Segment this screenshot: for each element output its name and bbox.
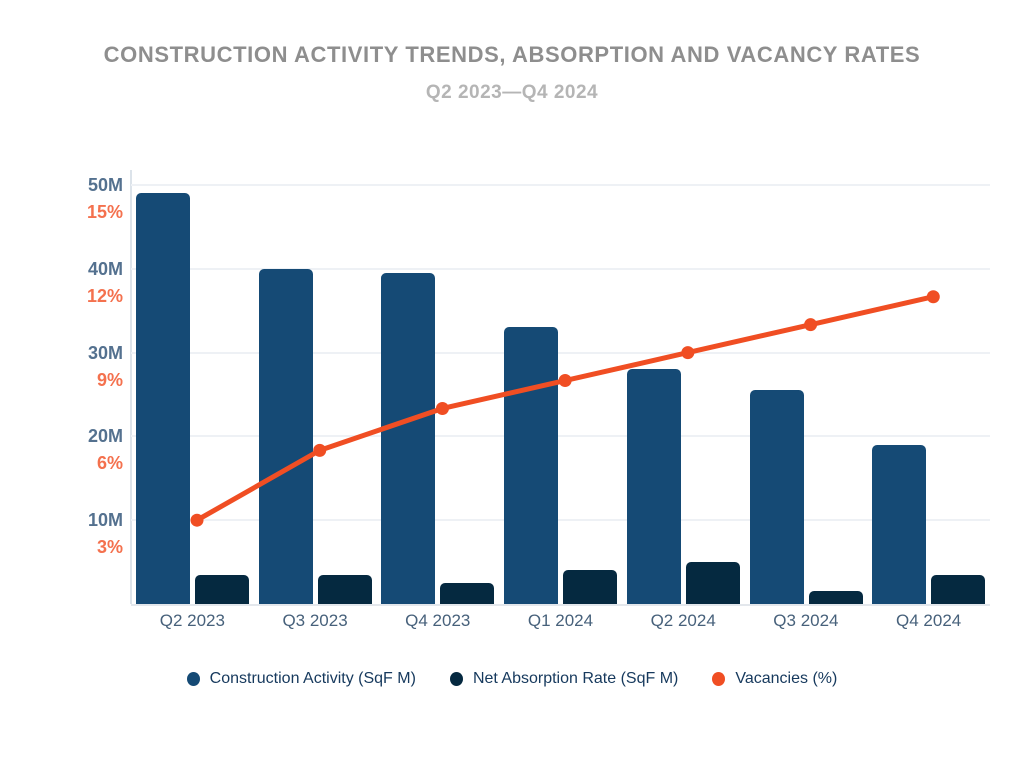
- y-axis-tick-pct: 12%: [86, 285, 123, 306]
- vacancies-point: [558, 374, 572, 388]
- x-axis-label: Q4 2024: [896, 611, 962, 630]
- absorption-bar: [195, 574, 249, 604]
- h-gridline: [131, 435, 990, 438]
- y-axis-tick-pct: 6%: [96, 453, 123, 474]
- vacancies-point: [804, 318, 818, 332]
- y-axis-tick-m: 10M: [87, 510, 123, 531]
- x-axis-label: Q4 2023: [405, 611, 471, 630]
- vacancies-point: [681, 346, 695, 360]
- x-axis-line: [131, 604, 990, 606]
- vacancies-point: [313, 443, 327, 457]
- y-axis-tick-m: 30M: [87, 342, 123, 363]
- construction-bar: [872, 444, 927, 604]
- legend-item: Vacancies (%): [712, 670, 837, 688]
- absorption-bar: [931, 574, 986, 604]
- vacancies-point: [190, 513, 204, 527]
- h-gridline: [131, 519, 990, 522]
- vacancies-point: [435, 401, 449, 415]
- plot-area: [130, 170, 990, 606]
- y-axis-tick-m: 50M: [87, 175, 123, 195]
- construction-bar: [136, 193, 190, 604]
- construction-bar: [381, 273, 436, 604]
- vacancies-point: [926, 290, 940, 304]
- y-axis-line: [130, 170, 132, 604]
- x-axis-label: Q2 2023: [159, 611, 225, 630]
- construction-bar: [258, 268, 313, 604]
- x-axis-label: Q1 2024: [527, 611, 594, 630]
- absorption-bar: [563, 570, 618, 604]
- legend-dot-icon: [186, 672, 200, 686]
- x-axis-label: Q3 2023: [282, 611, 348, 630]
- legend: Construction Activity (SqF M) Net Absorpt…: [0, 670, 1024, 688]
- h-gridline: [131, 267, 990, 270]
- vacancies-line: [190, 290, 940, 527]
- y-axis-tick-m: 20M: [87, 426, 123, 447]
- legend-label: Vacancies (%): [735, 670, 838, 687]
- absorption-bar: [317, 574, 372, 604]
- absorption-bar: [808, 591, 863, 604]
- construction-bar: [749, 390, 804, 604]
- vacancies-line-path: [194, 294, 936, 523]
- h-gridline: [131, 351, 990, 354]
- legend-item: Construction Activity (SqF M): [186, 670, 416, 688]
- h-gridline: [131, 184, 990, 186]
- y-axis-tick-pct: 9%: [96, 369, 123, 390]
- absorption-bar: [440, 583, 495, 604]
- legend-dot-icon: [712, 672, 726, 686]
- x-axis-label: Q3 2024: [773, 611, 839, 630]
- legend-label: Construction Activity (SqF M): [209, 670, 416, 687]
- chart-title: CONSTRUCTION ACTIVITY TRENDS, ABSORPTION…: [103, 42, 921, 67]
- legend-dot-icon: [449, 672, 463, 686]
- construction-bar: [504, 327, 559, 604]
- absorption-bar: [685, 562, 740, 604]
- y-axis-tick-m: 40M: [87, 258, 123, 279]
- x-axis-label: Q2 2024: [650, 611, 716, 630]
- y-axis-tick-pct: 15%: [86, 202, 123, 222]
- construction-bar: [626, 369, 681, 604]
- chart-subtitle: Q2 2023—Q4 2024: [425, 82, 599, 103]
- legend-label: Net Absorption Rate (SqF M): [472, 670, 679, 687]
- y-axis-tick-pct: 3%: [96, 537, 123, 558]
- legend-item: Net Absorption Rate (SqF M): [449, 670, 679, 688]
